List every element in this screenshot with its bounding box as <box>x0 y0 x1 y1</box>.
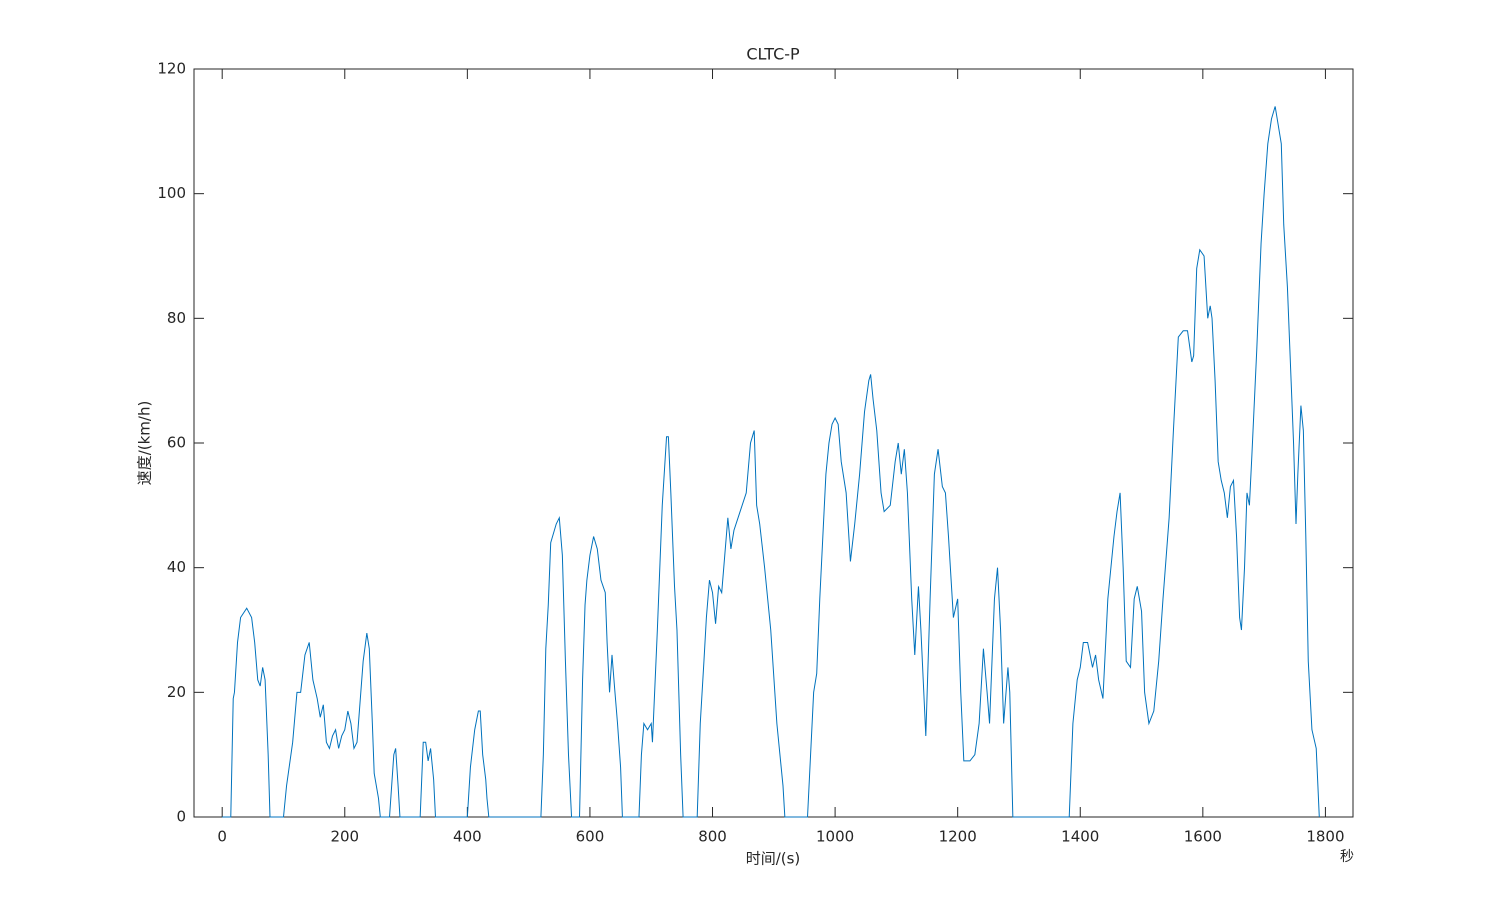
x-tick-label: 800 <box>698 828 727 846</box>
chart-title: CLTC-P <box>746 45 800 64</box>
y-tick-label: 60 <box>167 434 186 452</box>
y-tick-label: 40 <box>167 558 186 576</box>
axis-annotation: 秒 <box>1340 849 1354 865</box>
x-tick-label: 200 <box>330 828 359 846</box>
x-tick-label: 0 <box>217 828 227 846</box>
x-tick-label: 600 <box>576 828 605 846</box>
y-tick-label: 0 <box>176 808 186 826</box>
y-tick-label: 20 <box>167 683 186 701</box>
speed-line <box>222 106 1320 818</box>
y-tick-label: 80 <box>167 309 186 327</box>
x-tick-label: 1600 <box>1184 828 1222 846</box>
x-tick-label: 400 <box>453 828 482 846</box>
x-tick-label: 1800 <box>1306 828 1344 846</box>
x-tick-label: 1200 <box>939 828 977 846</box>
x-tick-label: 1400 <box>1061 828 1099 846</box>
x-tick-label: 1000 <box>816 828 854 846</box>
y-axis-label: 速度/(km/h) <box>136 401 154 486</box>
y-tick-label: 120 <box>157 60 186 78</box>
x-axis-label: 时间/(s) <box>746 850 801 868</box>
y-tick-label: 100 <box>157 184 186 202</box>
